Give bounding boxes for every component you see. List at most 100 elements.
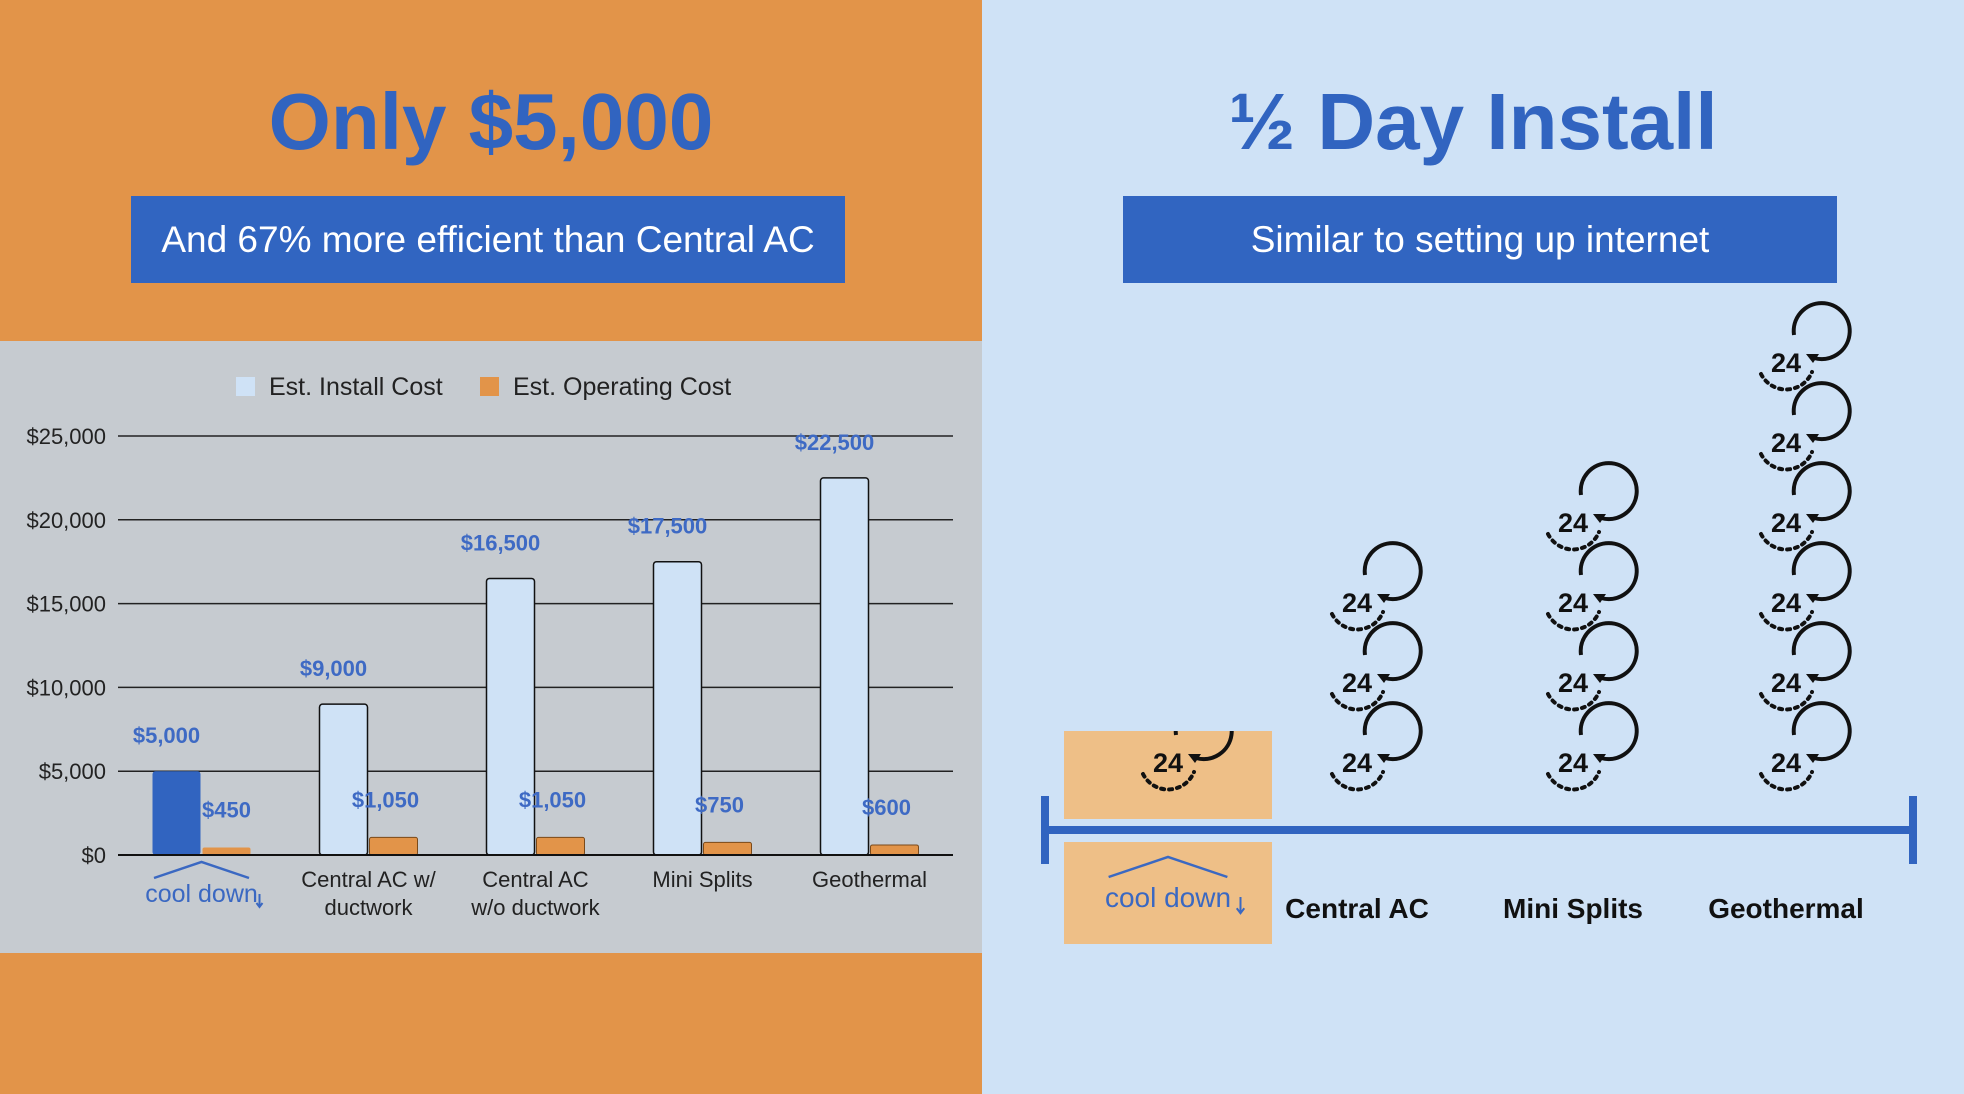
24-hour-clock-icon: 24 bbox=[1141, 731, 1234, 792]
clock-arc bbox=[1791, 701, 1852, 762]
cool-down-logo: cool down bbox=[145, 860, 264, 909]
clock-dots bbox=[1330, 770, 1385, 792]
clock-dots bbox=[1546, 690, 1601, 712]
y-tick-label: $15,000 bbox=[26, 592, 106, 617]
brand-label: cool down bbox=[145, 880, 258, 908]
clock-arc bbox=[1578, 461, 1639, 522]
24-hour-clock-icon: 24 bbox=[1759, 621, 1852, 712]
clock-dots bbox=[1330, 690, 1385, 712]
operating-cost-bar bbox=[870, 844, 919, 856]
down-arrow-icon bbox=[255, 894, 264, 909]
clock-arc bbox=[1791, 541, 1852, 602]
legend-label-2: Est. Operating Cost bbox=[513, 373, 731, 401]
clock-arrowhead bbox=[1188, 754, 1201, 763]
y-tick-label: $10,000 bbox=[26, 675, 106, 700]
cost-chart: Est. Install Cost Est. Operating Cost $0 $5… bbox=[0, 341, 982, 953]
clock-arc bbox=[1791, 461, 1852, 522]
x-category-label: Geothermal bbox=[812, 867, 927, 892]
clock-arrowhead bbox=[1377, 594, 1390, 603]
clock-arrowhead bbox=[1593, 514, 1606, 523]
down-arrow-icon bbox=[1235, 897, 1246, 915]
operating-cost-label: $1,050 bbox=[352, 787, 419, 812]
clock-arrowhead bbox=[1806, 674, 1819, 683]
clock-dots bbox=[1546, 770, 1601, 792]
install-category-label: Central AC bbox=[1285, 893, 1429, 924]
clock-arrowhead bbox=[1593, 674, 1606, 683]
clock-dots bbox=[1759, 690, 1814, 712]
x-category-label: ductwork bbox=[324, 895, 413, 920]
cool-down-time-box bbox=[1064, 731, 1272, 819]
clock-dots bbox=[1759, 770, 1814, 792]
roof-line bbox=[1108, 855, 1228, 879]
operating-cost-label: $1,050 bbox=[519, 787, 586, 812]
clock-dots bbox=[1546, 610, 1601, 632]
operating-cost-bar bbox=[703, 841, 752, 856]
operating-cost-label: $450 bbox=[202, 797, 251, 822]
half-clock-group: 24 bbox=[1141, 731, 1234, 792]
clock-dots bbox=[1546, 530, 1601, 552]
clock-arrowhead bbox=[1806, 754, 1819, 763]
install-headline: ½ Day Install bbox=[1228, 77, 1718, 166]
clock-arrowhead bbox=[1806, 434, 1819, 443]
24-hour-clock-icon: 24 bbox=[1330, 701, 1423, 792]
24-hour-clock-icon: 24 bbox=[1759, 301, 1852, 392]
24-hour-clock-icon: 24 bbox=[1759, 701, 1852, 792]
clock-arc bbox=[1791, 621, 1852, 682]
24-hour-clock-icon: 24 bbox=[1546, 461, 1639, 552]
clock-arc bbox=[1173, 731, 1234, 762]
clock-dots bbox=[1759, 610, 1814, 632]
24-hour-clock-icon: 24 bbox=[1546, 541, 1639, 632]
operating-cost-bar bbox=[369, 836, 418, 856]
clock-arc bbox=[1362, 701, 1423, 762]
clock-number: 24 bbox=[1342, 748, 1372, 778]
install-category-label: Geothermal bbox=[1708, 893, 1864, 924]
install-cost-label: $9,000 bbox=[300, 656, 367, 681]
cool-down-logo: cool down bbox=[1105, 855, 1246, 915]
clock-arc bbox=[1791, 301, 1852, 362]
clock-arc bbox=[1362, 621, 1423, 682]
operating-cost-label: $600 bbox=[862, 795, 911, 820]
y-tick-label: $25,000 bbox=[26, 424, 106, 449]
install-time-chart: 24 cool down 24 24 24 Central AC 24 24 24 24 Mini … bbox=[1041, 301, 1917, 944]
legend-swatch-1 bbox=[236, 377, 255, 396]
clock-number: 24 bbox=[1771, 748, 1801, 778]
24-hour-clock-icon: 24 bbox=[1330, 621, 1423, 712]
install-cost-label: $22,500 bbox=[795, 430, 875, 455]
clock-number: 24 bbox=[1558, 668, 1588, 698]
clock-number: 24 bbox=[1342, 588, 1372, 618]
right-panel: ½ Day Install Similar to setting up inte… bbox=[982, 0, 1964, 1094]
clock-number: 24 bbox=[1771, 428, 1801, 458]
cool-down-label-box bbox=[1064, 842, 1272, 944]
clock-arc bbox=[1578, 701, 1639, 762]
clock-dots bbox=[1759, 530, 1814, 552]
brand-label: cool down bbox=[1105, 882, 1231, 913]
roof-line bbox=[153, 860, 250, 880]
24-hour-clock-icon: 24 bbox=[1546, 701, 1639, 792]
clock-arc bbox=[1578, 541, 1639, 602]
clock-number: 24 bbox=[1771, 348, 1801, 378]
clock-arrowhead bbox=[1806, 354, 1819, 363]
clock-number: 24 bbox=[1771, 508, 1801, 538]
24-hour-clock-icon: 24 bbox=[1546, 621, 1639, 712]
clock-arc bbox=[1362, 541, 1423, 602]
clock-number: 24 bbox=[1558, 588, 1588, 618]
clock-dots bbox=[1141, 770, 1196, 792]
price-headline: Only $5,000 bbox=[268, 77, 714, 166]
x-category-label: Central AC w/ bbox=[301, 867, 436, 892]
legend-label-1: Est. Install Cost bbox=[269, 373, 443, 401]
install-cost-label: $17,500 bbox=[628, 514, 708, 539]
clock-arrowhead bbox=[1806, 594, 1819, 603]
x-category-label: Mini Splits bbox=[652, 867, 752, 892]
clock-number: 24 bbox=[1153, 748, 1183, 778]
clock-arrowhead bbox=[1593, 754, 1606, 763]
install-cost-bar bbox=[152, 771, 201, 855]
clock-arc bbox=[1578, 621, 1639, 682]
clock-number: 24 bbox=[1771, 668, 1801, 698]
clock-dots bbox=[1330, 610, 1385, 632]
legend-swatch-2 bbox=[480, 377, 499, 396]
clock-dots bbox=[1759, 370, 1814, 392]
x-category-label: w/o ductwork bbox=[470, 895, 600, 920]
clock-number: 24 bbox=[1771, 588, 1801, 618]
24-hour-clock-icon: 24 bbox=[1759, 461, 1852, 552]
install-cost-bar bbox=[318, 703, 369, 856]
